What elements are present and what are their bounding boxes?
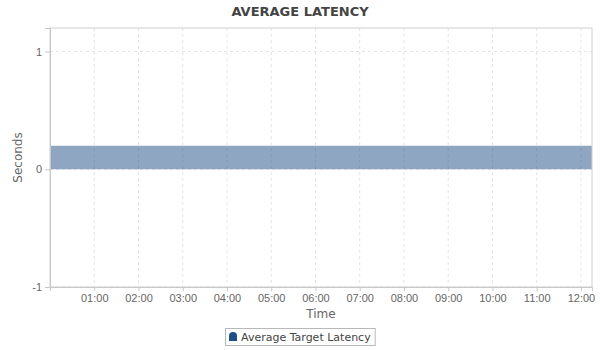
grid <box>50 28 592 287</box>
legend-label: Average Target Latency <box>241 331 371 344</box>
x-tick-mark <box>138 287 139 291</box>
x-tick: 09:00 <box>435 287 463 304</box>
y-tick-label: 1 <box>36 46 42 58</box>
y-axis: -1 0 1 <box>32 29 50 294</box>
x-tick-label: 07:00 <box>346 292 374 304</box>
x-tick: 02:00 <box>125 287 153 304</box>
x-axis-line <box>51 288 593 292</box>
legend-box <box>226 329 376 346</box>
x-axis: 01:00 02:00 03:00 04:00 05:00 06:00 07:00 08:00… <box>51 287 596 304</box>
x-tick-mark <box>492 287 493 291</box>
x-tick-label: 06:00 <box>302 292 330 304</box>
x-tick: 08:00 <box>391 287 419 304</box>
title: AVERAGE LATENCY <box>231 4 369 19</box>
legend-item: Average Target Latency <box>229 331 371 344</box>
y-axis-title: Seconds <box>11 132 25 182</box>
x-tick-label: 10:00 <box>479 292 507 304</box>
y-tick-mark <box>45 52 50 53</box>
plot-frame <box>50 28 592 287</box>
y-tick: 0 <box>36 163 50 175</box>
x-tick-mark <box>404 287 405 291</box>
x-tick-mark <box>448 287 449 291</box>
x-tick-label: 01:00 <box>81 292 109 304</box>
x-tick-mark <box>94 287 95 291</box>
y-tick-mark <box>45 169 50 170</box>
x-tick: 12:00 <box>568 287 596 304</box>
y-tick-mark <box>45 287 50 288</box>
grid-line-y <box>50 51 592 52</box>
legend-swatch <box>229 332 237 341</box>
x-tick: 05:00 <box>258 287 286 304</box>
y-axis-line <box>45 29 51 288</box>
x-tick-mark <box>537 287 538 291</box>
x-tick: 07:00 <box>346 287 374 304</box>
x-tick-label: 12:00 <box>568 292 596 304</box>
y-tick: -1 <box>32 281 50 293</box>
y-tick-label: 0 <box>36 163 42 175</box>
x-tick-mark <box>271 287 272 291</box>
x-tick-label: 09:00 <box>435 292 463 304</box>
y-tick: 1 <box>36 46 50 58</box>
x-tick-label: 11:00 <box>524 292 551 304</box>
x-tick-mark <box>227 287 228 291</box>
x-tick-label: 05:00 <box>258 292 286 304</box>
y-tick-label: -1 <box>32 281 42 293</box>
x-axis-title: Time <box>305 307 335 321</box>
x-tick: 01:00 <box>81 287 109 304</box>
x-tick-label: 04:00 <box>214 292 242 304</box>
x-tick: 10:00 <box>479 287 507 304</box>
chart: 01:00 02:00 03:00 04:00 05:00 06:00 07:00 08:00… <box>0 0 600 350</box>
x-tick: 06:00 <box>302 287 330 304</box>
area <box>50 146 592 170</box>
x-tick-mark <box>183 287 184 291</box>
x-tick: 03:00 <box>169 287 197 304</box>
x-tick-label: 03:00 <box>169 292 197 304</box>
x-tick-label: 02:00 <box>125 292 153 304</box>
plot: 01:00 02:00 03:00 04:00 05:00 06:00 07:00 08:00… <box>32 28 595 304</box>
marks <box>50 146 592 170</box>
legend: Average Target Latency <box>226 329 376 346</box>
x-tick-mark <box>315 287 316 291</box>
x-tick-label: 08:00 <box>391 292 419 304</box>
x-tick-mark <box>581 287 582 291</box>
x-tick-mark <box>360 287 361 291</box>
x-tick: 11:00 <box>524 287 551 304</box>
x-tick: 04:00 <box>214 287 242 304</box>
